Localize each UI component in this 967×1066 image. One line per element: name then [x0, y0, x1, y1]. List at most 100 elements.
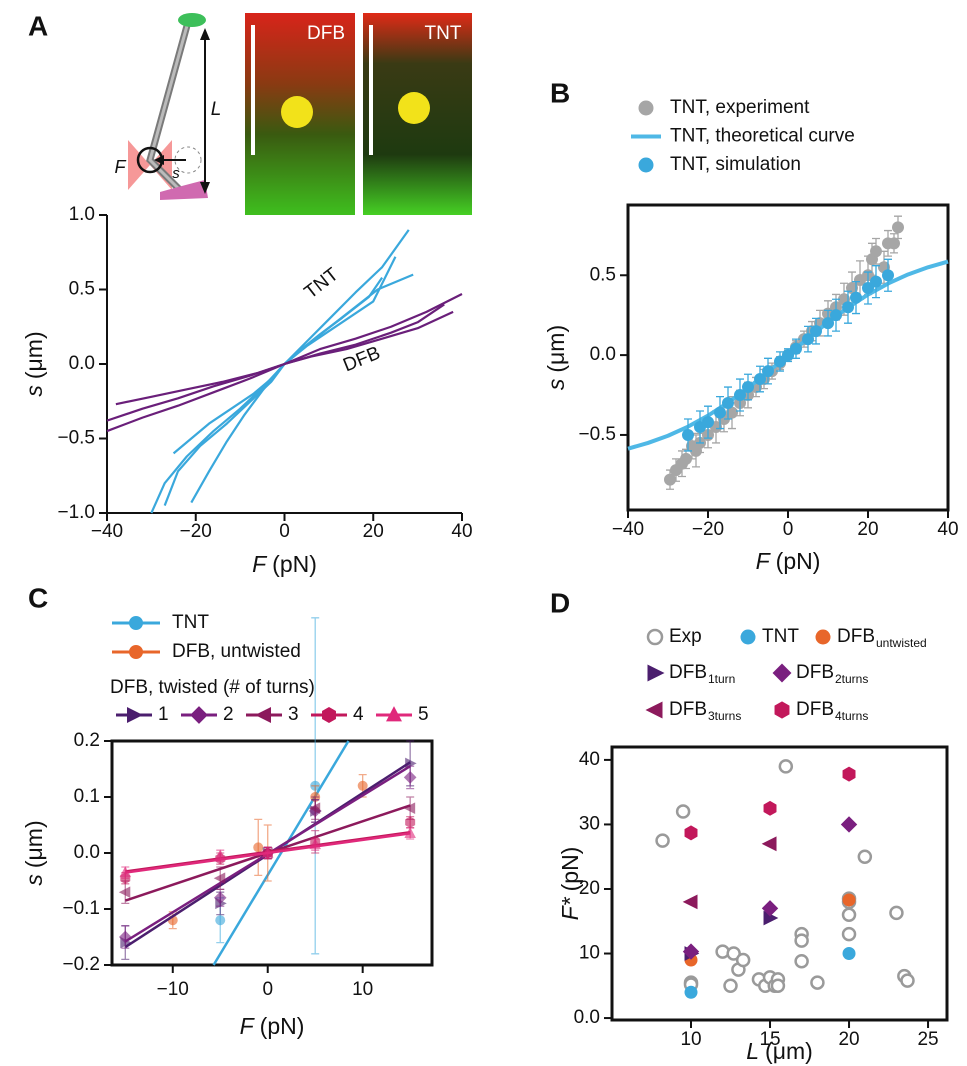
- marker: [253, 842, 264, 853]
- legend-title: DFB, twisted (# of turns): [110, 677, 315, 698]
- marker: [841, 907, 857, 923]
- marker: [213, 872, 226, 884]
- x-tick-label: −20: [180, 521, 212, 542]
- marker: [190, 706, 208, 724]
- y-tick-label: −0.2: [62, 954, 100, 975]
- inset-label: L: [211, 99, 222, 120]
- marker: [802, 333, 814, 346]
- legend-subscript: 4turns: [835, 709, 868, 723]
- x-tick-label: 0: [783, 519, 794, 540]
- marker: [790, 342, 802, 355]
- marker: [682, 428, 694, 441]
- marker: [664, 473, 676, 486]
- legend-label: 4: [353, 704, 364, 725]
- panel-label: C: [28, 582, 48, 613]
- marker: [255, 707, 271, 723]
- trace: [190, 276, 384, 504]
- legend-label: 1: [158, 704, 169, 725]
- legend-subscript: untwisted: [876, 636, 927, 650]
- marker: [761, 900, 779, 917]
- legend-label: DFB: [796, 699, 834, 720]
- legend-label: DFB: [796, 662, 834, 683]
- marker: [840, 816, 858, 833]
- y-tick-label: 0.1: [74, 786, 100, 807]
- x-tick-label: 20: [857, 519, 878, 540]
- marker: [842, 947, 856, 961]
- y-tick-label: 0.0: [74, 842, 100, 863]
- marker: [734, 389, 746, 402]
- inset-label: s: [172, 165, 180, 182]
- y-tick-label: −0.5: [57, 428, 95, 449]
- legend-label: 2: [223, 704, 234, 725]
- y-tick-label: −1.0: [57, 502, 95, 523]
- axis-symbol: s: [21, 874, 47, 886]
- marker: [888, 237, 900, 250]
- marker: [842, 766, 856, 782]
- axis-symbol: F: [240, 1013, 256, 1039]
- marker: [118, 886, 131, 898]
- marker: [675, 804, 691, 819]
- inset-label: F: [115, 157, 127, 177]
- marker: [882, 269, 894, 282]
- marker: [646, 628, 664, 646]
- marker: [850, 291, 862, 304]
- marker: [722, 397, 734, 410]
- y-tick-label: 0.5: [69, 279, 95, 300]
- marker: [754, 373, 766, 386]
- marker: [404, 826, 416, 838]
- legend-label: DFB: [837, 626, 875, 647]
- marker: [215, 915, 226, 926]
- marker: [638, 100, 654, 116]
- legend-label: TNT: [762, 626, 799, 647]
- legend-label: DFB: [669, 662, 707, 683]
- marker: [794, 933, 809, 948]
- x-tick-label: 15: [759, 1029, 780, 1050]
- y-tick-label: 0.0: [590, 344, 616, 365]
- y-tick-label: 0.0: [69, 353, 95, 374]
- marker: [680, 452, 692, 465]
- marker: [770, 978, 786, 994]
- marker: [702, 416, 714, 429]
- marker: [761, 836, 777, 852]
- axis-unit: (pN): [557, 847, 583, 892]
- axis-label: L (μm): [746, 1038, 813, 1064]
- legend-label: 3: [288, 704, 299, 725]
- panel-label: A: [28, 10, 48, 41]
- marker: [774, 701, 790, 719]
- y-tick-label: 40: [579, 749, 600, 770]
- y-tick-label: −0.5: [578, 424, 616, 445]
- x-tick-label: 20: [838, 1029, 859, 1050]
- legend-label: TNT, experiment: [670, 97, 810, 118]
- marker: [723, 978, 738, 994]
- marker: [763, 800, 777, 816]
- marker: [889, 905, 904, 921]
- marker: [842, 893, 856, 907]
- image-label: TNT: [425, 23, 462, 44]
- panel-label: D: [550, 587, 570, 618]
- schematic: [128, 13, 210, 200]
- x-tick-label: 10: [352, 979, 373, 1000]
- x-tick-label: −40: [91, 521, 123, 542]
- y-tick-label: −0.1: [62, 898, 100, 919]
- legend-label: TNT, simulation: [670, 154, 801, 175]
- marker: [655, 833, 670, 848]
- legend-subscript: 1turn: [708, 672, 735, 686]
- axis-label: s (μm): [21, 331, 47, 396]
- x-tick-label: 0: [279, 521, 290, 542]
- y-tick-label: 1.0: [69, 204, 95, 225]
- marker: [129, 645, 143, 659]
- x-tick-label: 40: [451, 521, 472, 542]
- marker: [900, 973, 915, 988]
- image-label: DFB: [307, 23, 345, 44]
- marker: [403, 802, 416, 814]
- axis-label: F (pN): [756, 548, 821, 574]
- marker: [118, 930, 132, 944]
- marker: [308, 802, 321, 814]
- marker: [127, 707, 143, 723]
- marker: [830, 309, 842, 322]
- marker: [119, 866, 132, 878]
- annotation: TNT: [301, 264, 343, 304]
- y-tick-label: 0.5: [590, 264, 616, 285]
- marker: [870, 245, 882, 258]
